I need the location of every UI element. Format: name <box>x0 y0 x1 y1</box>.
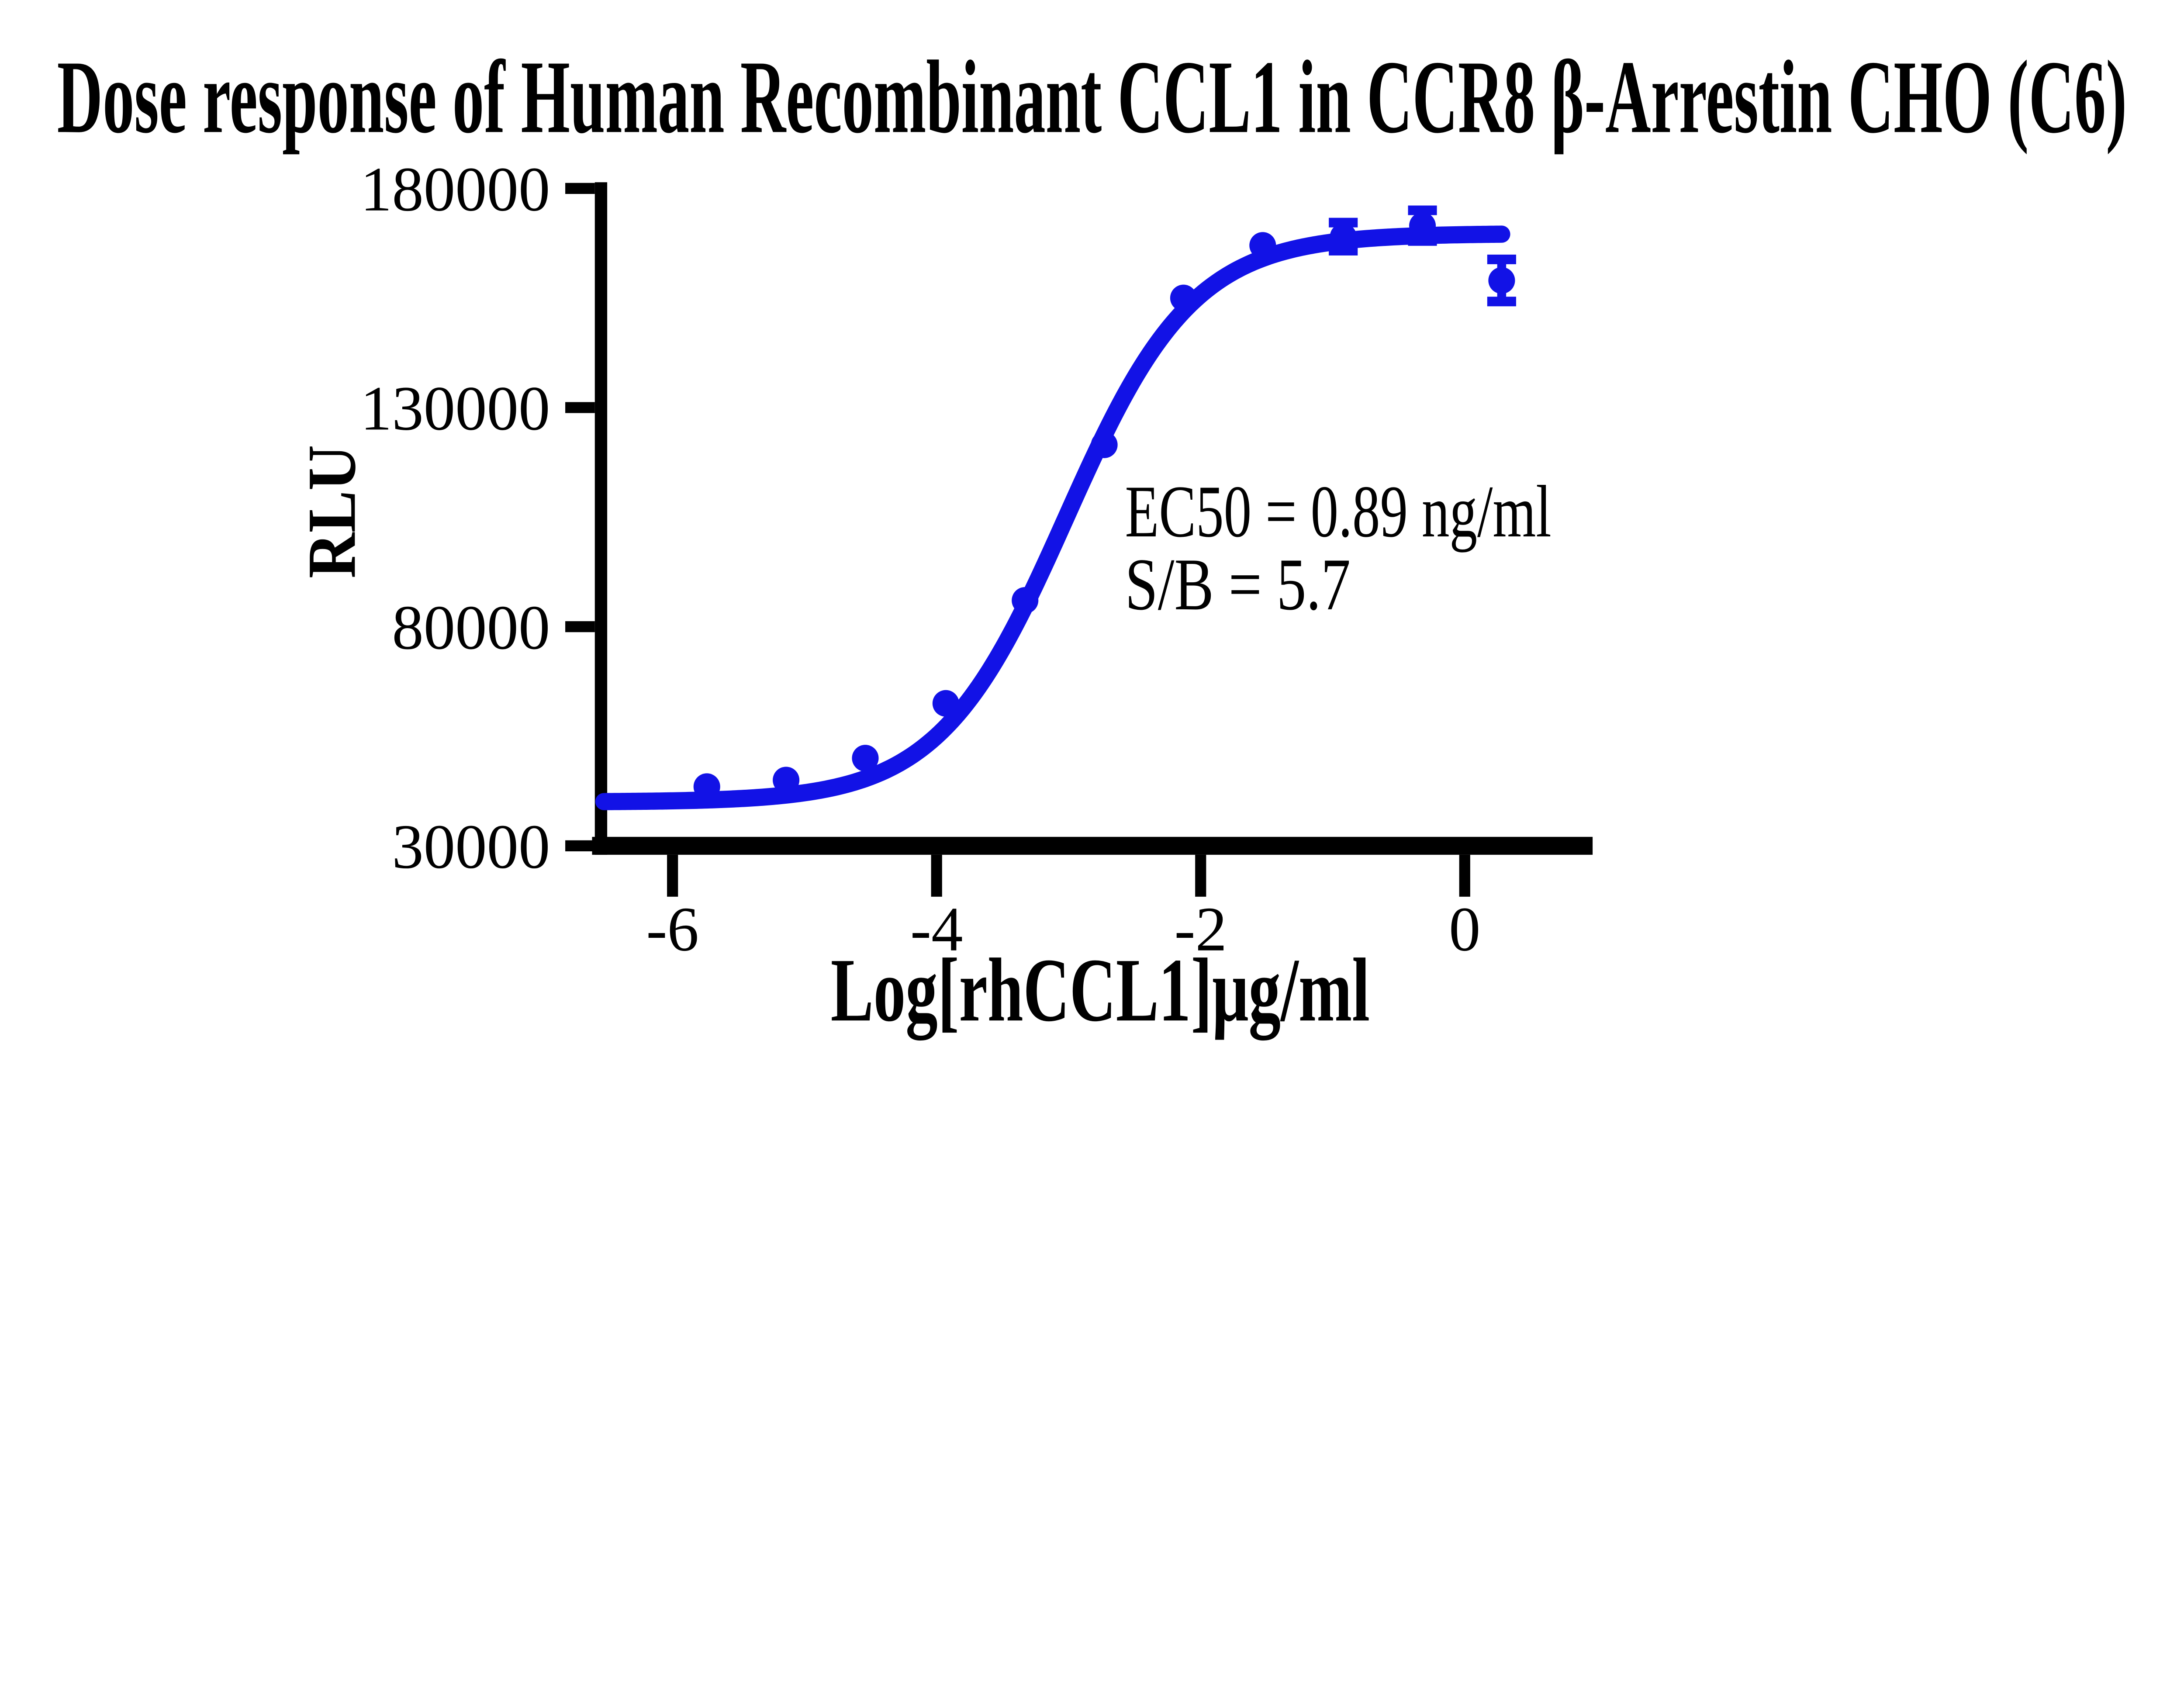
data-point-marker <box>1012 587 1039 614</box>
y-tick-label: 30000 <box>392 812 550 882</box>
data-point-marker <box>1330 223 1357 250</box>
y-ticks <box>565 183 595 851</box>
data-point-marker <box>852 745 879 772</box>
x-tick-label: -4 <box>910 895 963 964</box>
y-tick-label: 180000 <box>360 155 550 225</box>
dose-response-chart: Dose response of Human Recombinant CCL1 … <box>57 39 2127 1041</box>
y-tick-labels: 30000 80000 130000 180000 <box>360 155 550 882</box>
data-point-marker <box>1488 267 1515 294</box>
y-tick-label: 80000 <box>392 593 550 663</box>
data-point-marker <box>1249 232 1276 259</box>
data-point-marker <box>1170 284 1197 311</box>
ec50-annotation: EC50 = 0.89 ng/ml <box>1125 470 1552 553</box>
data-points-group <box>693 212 1515 800</box>
data-point-marker <box>693 773 720 800</box>
figure-canvas: Dose response of Human Recombinant CCL1 … <box>57 39 2127 1041</box>
x-tick-label: -2 <box>1174 895 1227 964</box>
x-tick-label: -6 <box>646 895 699 964</box>
data-point-marker <box>1409 212 1436 239</box>
data-point-marker <box>1091 431 1118 458</box>
x-tick-label: 0 <box>1449 895 1480 964</box>
x-tick-labels: -6 -4 -2 0 <box>646 895 1480 964</box>
y-tick-label: 130000 <box>360 373 550 443</box>
x-axis-label: Log[rhCCL1]μg/ml <box>831 940 1370 1040</box>
x-ticks <box>667 854 1470 897</box>
data-point-marker <box>932 690 959 717</box>
y-axis-label: RLU <box>294 445 370 578</box>
data-point-marker <box>773 767 800 794</box>
chart-title: Dose response of Human Recombinant CCL1 … <box>57 39 2127 155</box>
sb-annotation: S/B = 5.7 <box>1125 543 1351 626</box>
